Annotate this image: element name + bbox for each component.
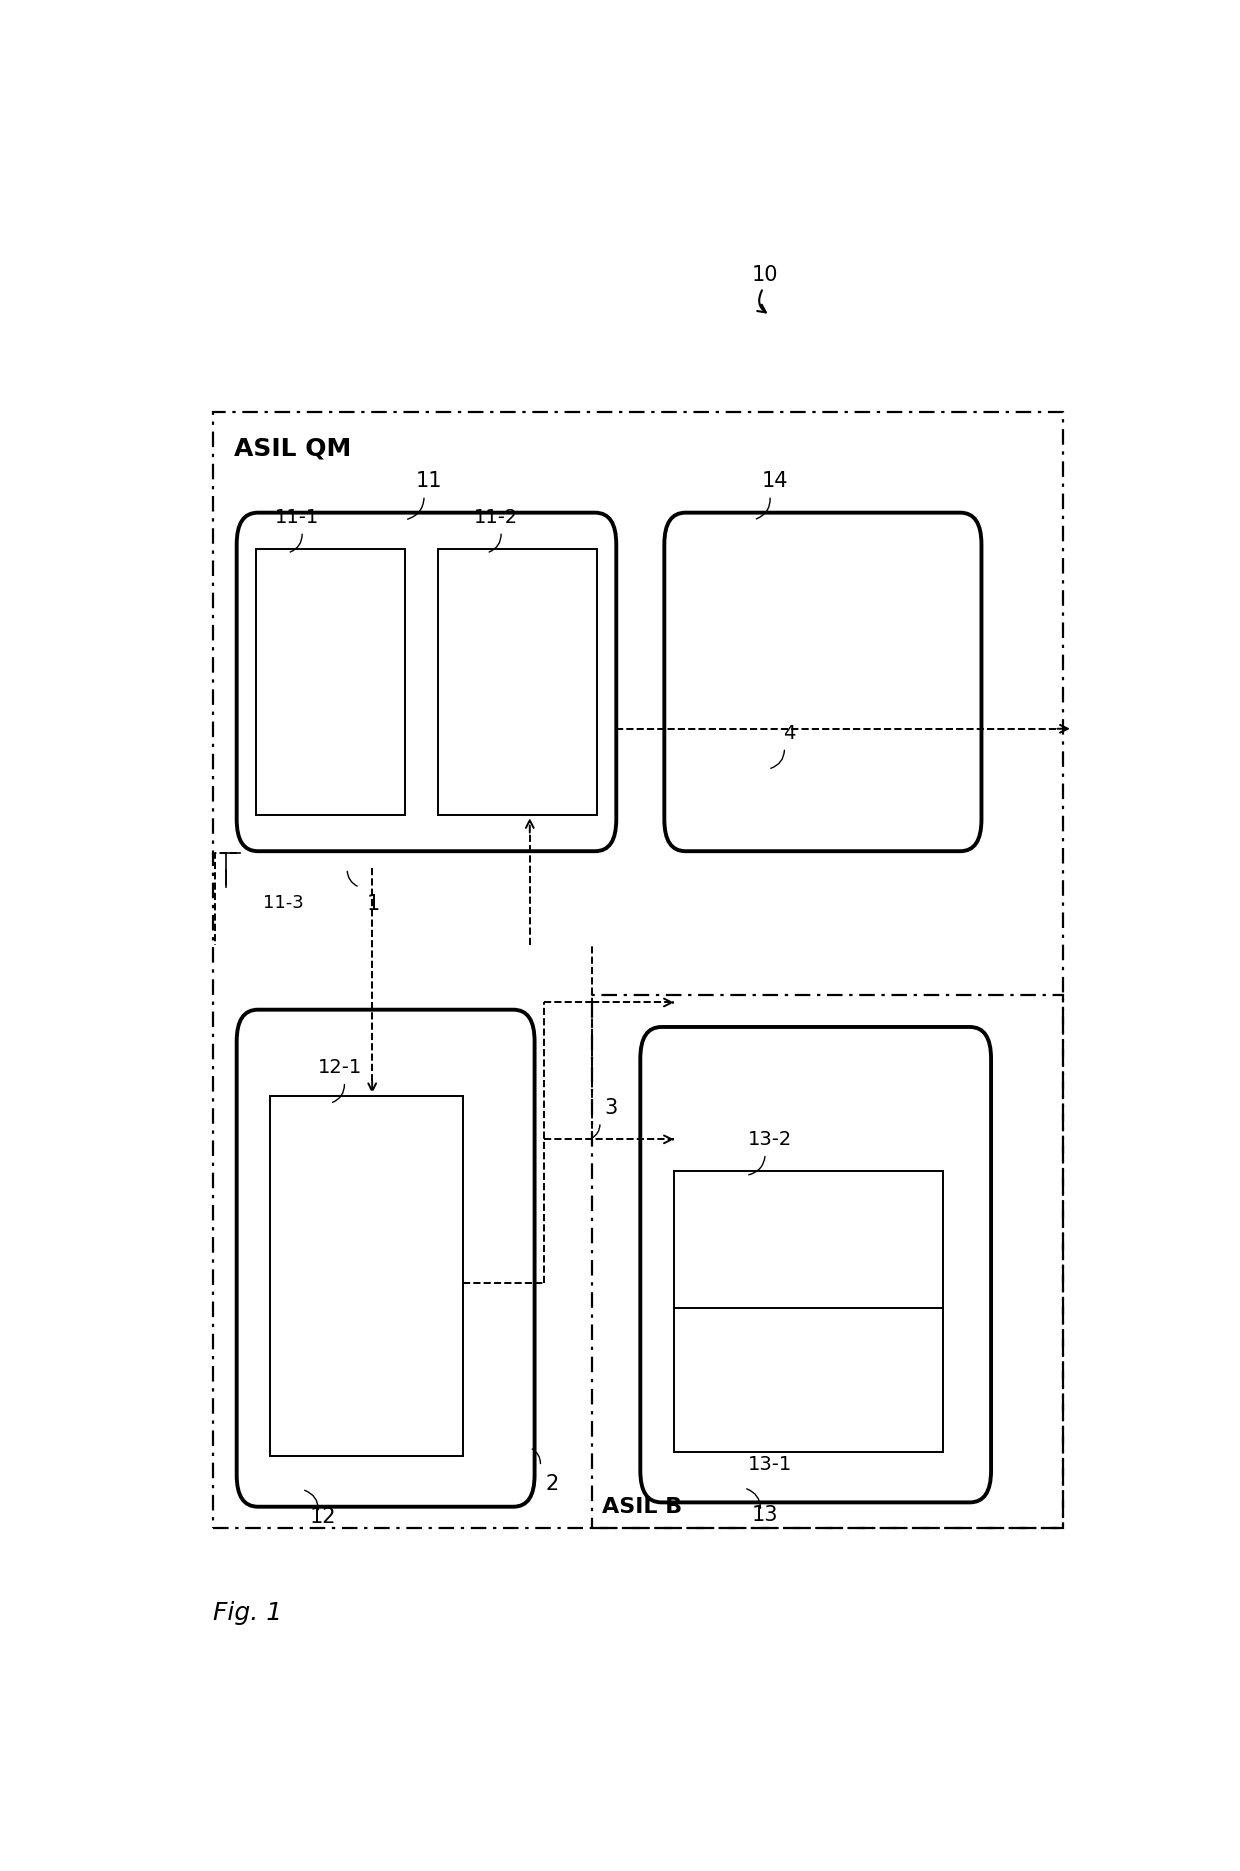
Text: 1: 1 — [367, 894, 379, 915]
Text: 3: 3 — [605, 1098, 618, 1117]
Text: 13-2: 13-2 — [748, 1130, 792, 1149]
Bar — [439, 548, 596, 816]
Bar — [675, 1171, 944, 1452]
Bar — [255, 548, 404, 816]
Text: 2: 2 — [546, 1474, 558, 1493]
Text: ASIL B: ASIL B — [601, 1497, 682, 1517]
Text: 12-1: 12-1 — [317, 1059, 362, 1078]
FancyBboxPatch shape — [237, 1010, 534, 1506]
Text: 10: 10 — [751, 266, 779, 284]
Text: ASIL QM: ASIL QM — [234, 436, 351, 460]
FancyBboxPatch shape — [640, 1027, 991, 1502]
Bar — [593, 995, 1063, 1529]
FancyBboxPatch shape — [237, 513, 616, 851]
Text: 4: 4 — [784, 724, 795, 743]
FancyBboxPatch shape — [665, 513, 982, 851]
Bar — [270, 1096, 463, 1456]
Text: 13: 13 — [751, 1506, 779, 1525]
Text: Fig. 1: Fig. 1 — [213, 1602, 281, 1624]
Text: 11-2: 11-2 — [474, 509, 518, 528]
Text: 11-3: 11-3 — [263, 894, 304, 913]
Text: 12: 12 — [310, 1506, 336, 1527]
Text: 11-1: 11-1 — [275, 509, 320, 528]
Text: 14: 14 — [761, 471, 789, 490]
Text: 11: 11 — [415, 471, 443, 490]
Bar — [213, 412, 1063, 1529]
Text: 13-1: 13-1 — [748, 1454, 792, 1474]
